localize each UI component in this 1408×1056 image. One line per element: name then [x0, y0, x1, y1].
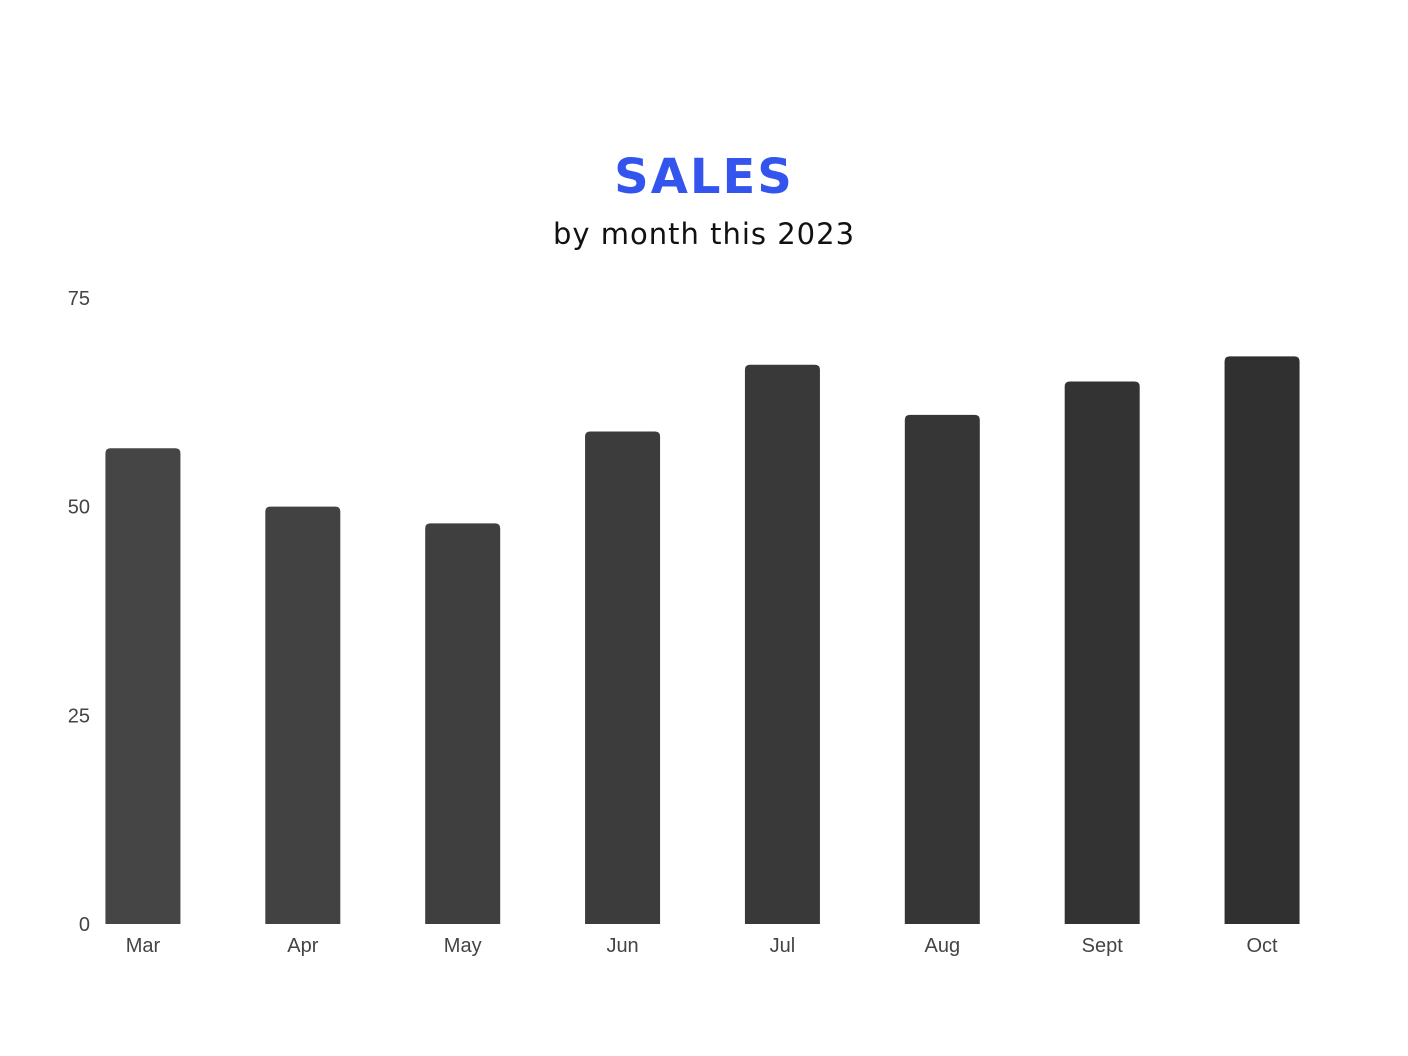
x-tick-label: Sept — [1082, 935, 1124, 957]
y-axis: 0 25 50 75 — [68, 288, 90, 936]
bars-group — [105, 356, 1300, 925]
bar-sept — [1064, 381, 1140, 924]
chart-title: SALES — [614, 149, 794, 205]
bar-oct — [1224, 356, 1300, 925]
bar-jul — [744, 364, 820, 925]
x-axis: Mar Apr May Jun Jul Aug Sept Oct — [126, 935, 1278, 957]
x-tick-label: Apr — [287, 935, 318, 957]
x-tick-label: Jul — [770, 935, 796, 957]
x-tick-label: Oct — [1247, 935, 1279, 957]
bar-aug — [904, 414, 980, 924]
x-tick-label: Aug — [925, 935, 961, 957]
chart-subtitle: by month this 2023 — [552, 217, 856, 251]
x-tick-label: Mar — [126, 935, 161, 957]
bar-may — [425, 523, 501, 924]
y-tick-label: 25 — [68, 705, 90, 727]
bar-apr — [265, 506, 341, 924]
bar-jun — [585, 431, 661, 924]
y-tick-label: 75 — [68, 288, 90, 310]
x-tick-label: May — [444, 935, 482, 957]
y-tick-label: 0 — [79, 914, 90, 936]
y-tick-label: 50 — [68, 497, 90, 519]
bar-mar — [105, 448, 181, 924]
x-tick-label: Jun — [606, 935, 638, 957]
